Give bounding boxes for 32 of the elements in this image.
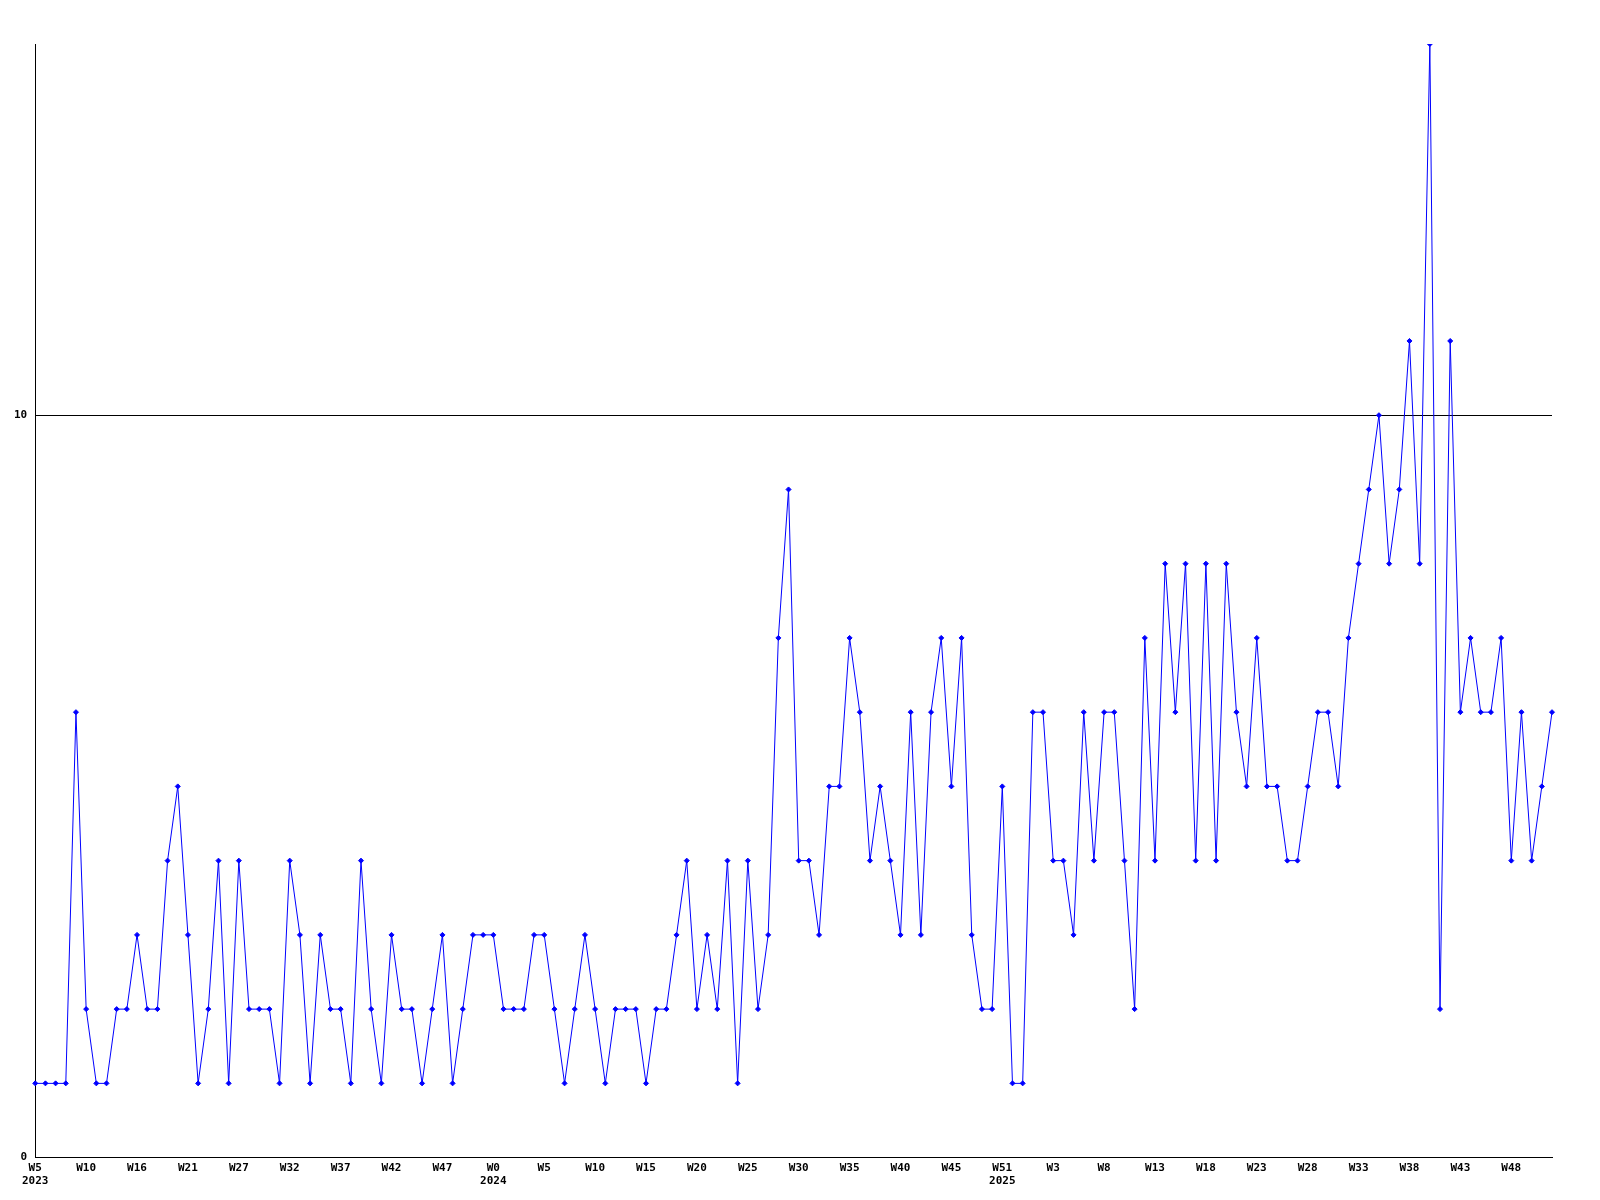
x-tick-label: W51 2025 <box>989 1161 1016 1188</box>
x-tick-label: W15 <box>636 1161 656 1175</box>
x-tick-label: W3 <box>1046 1161 1060 1175</box>
x-tick-label: W18 <box>1195 1161 1216 1175</box>
x-tick-label: W0 2024 <box>480 1161 507 1188</box>
x-tick-label: W27 <box>228 1161 249 1175</box>
x-tick-label: W38 <box>1399 1161 1420 1175</box>
x-tick-label: W28 <box>1297 1161 1318 1175</box>
x-tick-label: W35 <box>839 1161 860 1175</box>
x-tick-label: W8 <box>1097 1161 1111 1175</box>
x-tick-label: W20 <box>686 1161 707 1175</box>
x-tick-label: W47 <box>432 1161 453 1175</box>
x-tick-label: W37 <box>330 1161 351 1175</box>
x-tick-label: W23 <box>1246 1161 1267 1175</box>
x-tick-label: W48 <box>1501 1161 1522 1175</box>
x-tick-label: W10 <box>585 1161 606 1175</box>
x-tick-label: W32 <box>279 1161 300 1175</box>
x-tick-label: W43 <box>1450 1161 1471 1175</box>
x-tick-label: W40 <box>890 1161 911 1175</box>
x-tick-label: W16 <box>127 1161 148 1175</box>
x-tick-label: W45 <box>941 1161 962 1175</box>
x-tick-label: W30 <box>788 1161 809 1175</box>
x-tick-label: W21 <box>178 1161 199 1175</box>
x-tick-label: W10 <box>76 1161 97 1175</box>
y-tick-label: 10 <box>14 408 28 422</box>
x-tick-label: W25 <box>737 1161 758 1175</box>
x-tick-label: W5 2023 <box>22 1161 49 1188</box>
y-tick-label: 0 <box>20 1150 28 1164</box>
x-tick-label: W13 <box>1145 1161 1165 1175</box>
x-tick-label: W42 <box>381 1161 402 1175</box>
x-tick-label: W5 <box>537 1161 551 1175</box>
x-tick-label: W33 <box>1348 1161 1369 1175</box>
